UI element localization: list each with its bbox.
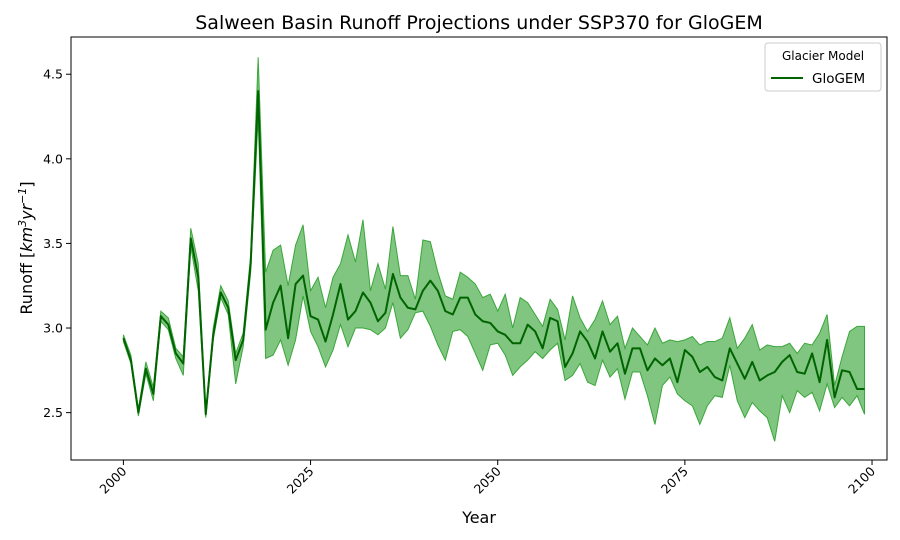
y-axis-label: Runoff [km3yr−1] — [16, 181, 36, 314]
x-tick-label: 2050 — [471, 463, 504, 496]
plot-frame — [70, 36, 888, 461]
y-axis: 2.5 3.0 3.5 4.0 4.5 — [43, 67, 71, 420]
x-axis-label: Year — [461, 508, 496, 527]
legend-label-glogem: GloGEM — [812, 71, 865, 87]
chart-title: Salween Basin Runoff Projections under S… — [195, 12, 762, 34]
y-tick-label: 2.5 — [43, 405, 63, 420]
legend: Glacier Model GloGEM — [764, 42, 882, 92]
y-tick-label: 3.0 — [43, 321, 63, 336]
y-tick-label: 4.5 — [43, 67, 63, 82]
series-line-glogem — [122, 90, 865, 416]
x-tick-label: 2025 — [284, 464, 317, 497]
x-tick-label: 2075 — [658, 464, 691, 497]
x-axis: 2000 2025 2050 2075 2100 — [96, 460, 878, 497]
y-tick-label: 4.0 — [43, 151, 63, 166]
uncertainty-band — [122, 57, 866, 442]
legend-title: Glacier Model — [782, 49, 864, 63]
x-tick-label: 2100 — [845, 463, 878, 496]
plot-area — [122, 57, 866, 442]
x-tick-label: 2000 — [96, 463, 129, 496]
y-tick-label: 3.5 — [43, 236, 63, 251]
